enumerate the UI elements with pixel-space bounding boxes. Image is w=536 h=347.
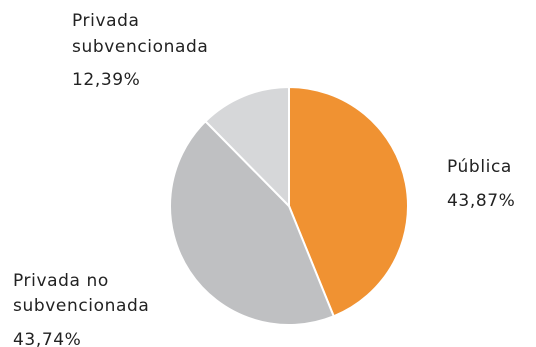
label-privada-subvencionada-line1: Privada	[72, 11, 140, 31]
pie-slice-publica	[288, 86, 409, 318]
pie-slice-privada-subvencionada	[204, 86, 290, 207]
label-privada-subvencionada-line2: subvencionada	[72, 37, 208, 57]
pie-slices	[169, 86, 409, 326]
label-privada-subvencionada-pct: 12,39%	[72, 70, 140, 90]
label-privada-no-subvencionada-line1: Privada no	[13, 271, 109, 291]
label-privada-no-subvencionada-pct: 43,74%	[13, 330, 81, 347]
label-publica-line1: Pública	[447, 157, 512, 177]
pie-slice-privada-no-subvencionada	[169, 120, 335, 326]
label-publica-pct: 43,87%	[447, 191, 515, 211]
label-privada-no-subvencionada-line2: subvencionada	[13, 296, 149, 316]
